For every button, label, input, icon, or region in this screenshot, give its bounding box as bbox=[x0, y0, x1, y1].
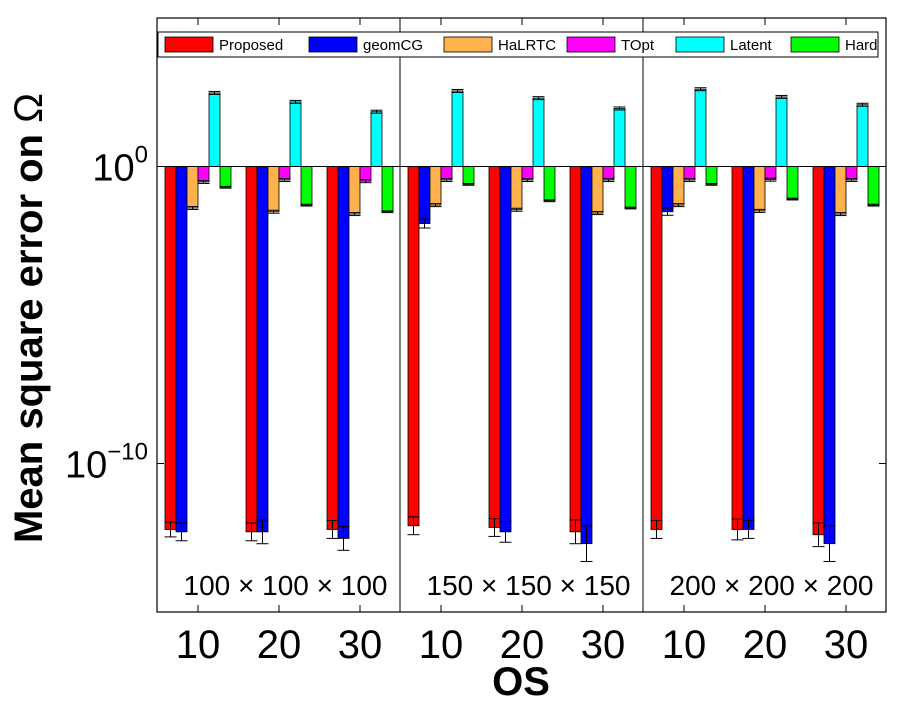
bar-hard-p2-os10 bbox=[462, 166, 475, 185]
bar-geomcg-p3-os10 bbox=[661, 166, 674, 213]
bar-hard-p3-os30 bbox=[867, 166, 880, 206]
legend-swatch-topt bbox=[566, 36, 616, 53]
bar-latent-p1-os10 bbox=[208, 92, 221, 167]
bar-geomcg-p1-os10 bbox=[175, 166, 188, 533]
legend-label-topt: TOpt bbox=[621, 37, 655, 54]
legend-swatch-halrtc bbox=[443, 36, 493, 53]
legend-label-proposed: Proposed bbox=[219, 37, 283, 54]
bar-hard-p2-os20 bbox=[543, 166, 556, 202]
bar-topt-p1-os20 bbox=[278, 166, 291, 181]
bar-geomcg-p2-os30 bbox=[580, 166, 593, 545]
bar-topt-p1-os10 bbox=[197, 166, 210, 183]
bar-halrtc-p2-os10 bbox=[429, 166, 442, 206]
bar-geomcg-p3-os20 bbox=[742, 166, 755, 530]
bar-proposed-p2-os10 bbox=[407, 166, 420, 527]
bar-topt-p2-os20 bbox=[521, 166, 534, 181]
panel-size-label: 200 × 200 × 200 bbox=[670, 570, 874, 601]
legend: Proposed geomCG HaLRTC TOpt Latent Hard bbox=[157, 31, 879, 58]
bar-hard-p1-os10 bbox=[219, 166, 232, 188]
legend-swatch-proposed bbox=[164, 36, 214, 53]
bar-hard-p2-os30 bbox=[624, 166, 637, 209]
bar-halrtc-p1-os10 bbox=[186, 166, 199, 209]
frame-layer bbox=[156, 17, 887, 613]
bar-geomcg-p2-os20 bbox=[499, 166, 512, 533]
bar-halrtc-p1-os30 bbox=[348, 166, 361, 215]
bar-latent-p3-os30 bbox=[856, 104, 869, 167]
bar-latent-p2-os10 bbox=[451, 90, 464, 167]
bars-layer bbox=[164, 87, 880, 562]
bar-proposed-p3-os30 bbox=[812, 166, 825, 536]
bar-latent-p3-os20 bbox=[775, 96, 788, 167]
x-tick-label-os-10: 10 bbox=[176, 623, 221, 667]
bar-halrtc-p2-os20 bbox=[510, 166, 523, 211]
legend-label-halrtc: HaLRTC bbox=[498, 37, 556, 54]
legend-swatch-hard bbox=[790, 36, 840, 53]
bar-latent-p2-os20 bbox=[532, 97, 545, 167]
bar-geomcg-p3-os30 bbox=[823, 166, 836, 545]
x-tick-label-os-10: 10 bbox=[662, 623, 707, 667]
bar-halrtc-p2-os30 bbox=[591, 166, 604, 214]
bar-hard-p3-os10 bbox=[705, 166, 718, 185]
bar-halrtc-p3-os30 bbox=[834, 166, 847, 215]
legend-swatch-geomcg bbox=[308, 36, 358, 53]
x-axis-title: OS bbox=[492, 660, 550, 703]
bar-halrtc-p1-os20 bbox=[267, 166, 280, 213]
text-layer: 10−10 100 10 20 30 100 × 100 × 100 10 20 30 150 ×… bbox=[7, 93, 873, 703]
x-tick-label-os-20: 20 bbox=[743, 623, 788, 667]
bar-geomcg-p2-os10 bbox=[418, 166, 431, 224]
legend-label-geomcg: geomCG bbox=[363, 37, 423, 54]
bar-proposed-p2-os30 bbox=[569, 166, 582, 533]
bar-halrtc-p3-os20 bbox=[753, 166, 766, 212]
bar-hard-p1-os20 bbox=[300, 166, 313, 206]
bar-geomcg-p1-os20 bbox=[256, 166, 269, 533]
bar-latent-p1-os20 bbox=[289, 101, 302, 167]
legend-swatch-latent bbox=[675, 36, 725, 53]
bar-proposed-p2-os20 bbox=[488, 166, 501, 528]
bar-proposed-p1-os30 bbox=[326, 166, 339, 530]
bar-hard-p1-os30 bbox=[381, 166, 394, 213]
bar-proposed-p3-os20 bbox=[731, 166, 744, 530]
legend-label-latent: Latent bbox=[730, 37, 773, 54]
legend-label-hard: Hard bbox=[845, 37, 878, 54]
x-tick-label-os-30: 30 bbox=[338, 623, 383, 667]
panel-size-label: 150 × 150 × 150 bbox=[427, 570, 631, 601]
x-tick-label-os-30: 30 bbox=[824, 623, 869, 667]
x-tick-label-os-30: 30 bbox=[581, 623, 626, 667]
bar-latent-p2-os30 bbox=[613, 108, 626, 167]
bar-halrtc-p3-os10 bbox=[672, 166, 685, 206]
y-tick-label: 100 bbox=[92, 142, 148, 190]
legend-box bbox=[157, 31, 879, 58]
bar-topt-p2-os10 bbox=[440, 166, 453, 181]
x-tick-label-os-20: 20 bbox=[500, 623, 545, 667]
bar-proposed-p1-os10 bbox=[164, 166, 177, 530]
y-axis-title: Mean square error on Ω bbox=[7, 93, 51, 543]
bar-topt-p3-os10 bbox=[683, 166, 696, 181]
y-tick-label: 10−10 bbox=[65, 439, 148, 487]
bar-hard-p3-os20 bbox=[786, 166, 799, 200]
bar-topt-p1-os30 bbox=[359, 166, 372, 182]
bar-latent-p1-os30 bbox=[370, 111, 383, 167]
bar-proposed-p1-os20 bbox=[245, 166, 258, 533]
bar-topt-p3-os30 bbox=[845, 166, 858, 181]
x-tick-label-os-20: 20 bbox=[257, 623, 302, 667]
panel-size-label: 100 × 100 × 100 bbox=[184, 570, 388, 601]
bar-proposed-p3-os10 bbox=[650, 166, 663, 530]
bar-latent-p3-os10 bbox=[694, 88, 707, 167]
bar-geomcg-p1-os30 bbox=[337, 166, 350, 539]
x-tick-label-os-10: 10 bbox=[419, 623, 464, 667]
bar-topt-p2-os30 bbox=[602, 166, 615, 181]
